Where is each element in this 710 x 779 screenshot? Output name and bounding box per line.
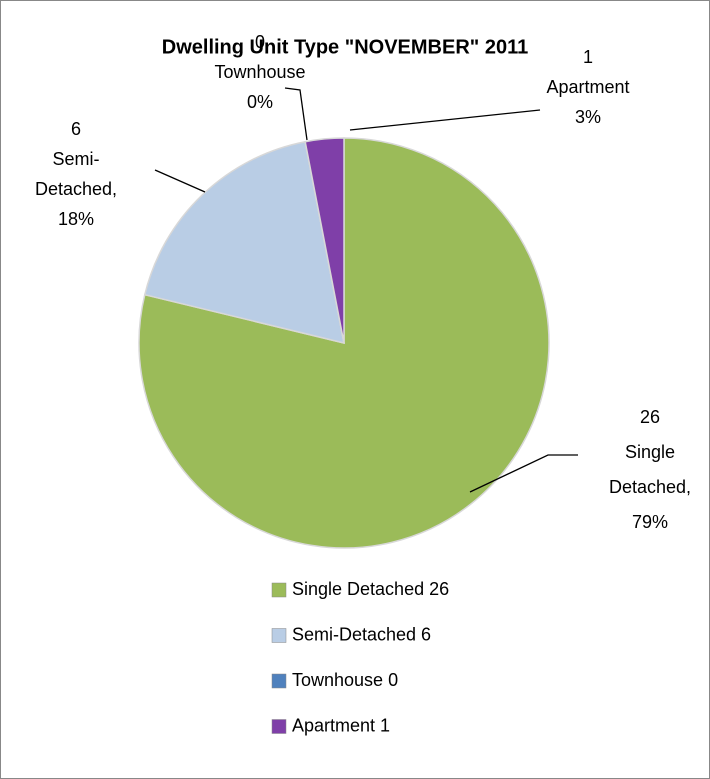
legend-label: Semi-Detached 6 (292, 624, 431, 644)
pie-slice (304, 137, 345, 344)
data-label-percent: 18% (58, 209, 94, 229)
data-label-value: 1 (583, 47, 593, 67)
legend-label: Apartment 1 (292, 715, 390, 735)
chart-title: Dwelling Unit Type "NOVEMBER" 2011 (162, 36, 528, 58)
data-label-name: Detached, (609, 477, 691, 497)
data-label-name: Detached, (35, 179, 117, 199)
leader-line (349, 109, 541, 131)
leader-line (154, 169, 206, 193)
leader-line (469, 454, 578, 493)
legend-label: Single Detached 26 (292, 579, 449, 599)
leader-line (284, 87, 308, 141)
data-label-name: Apartment (546, 77, 629, 97)
legend-swatch (271, 582, 287, 598)
data-label-percent: 79% (632, 512, 668, 532)
data-label-name: Townhouse (214, 62, 305, 82)
data-label-name: Single (625, 442, 675, 462)
data-label-name: Semi- (52, 149, 99, 169)
data-label-percent: 3% (575, 107, 601, 127)
data-label-value: 6 (71, 119, 81, 139)
legend-label: Townhouse 0 (292, 670, 398, 690)
data-label-value: 26 (640, 407, 660, 427)
legend-swatch (271, 673, 287, 689)
pie-slice (143, 140, 345, 345)
pie-slice (138, 137, 550, 549)
data-label-value: 0 (255, 32, 265, 52)
legend-swatch (271, 719, 287, 734)
data-label-percent: 0% (247, 92, 273, 112)
legend-swatch (271, 628, 287, 643)
